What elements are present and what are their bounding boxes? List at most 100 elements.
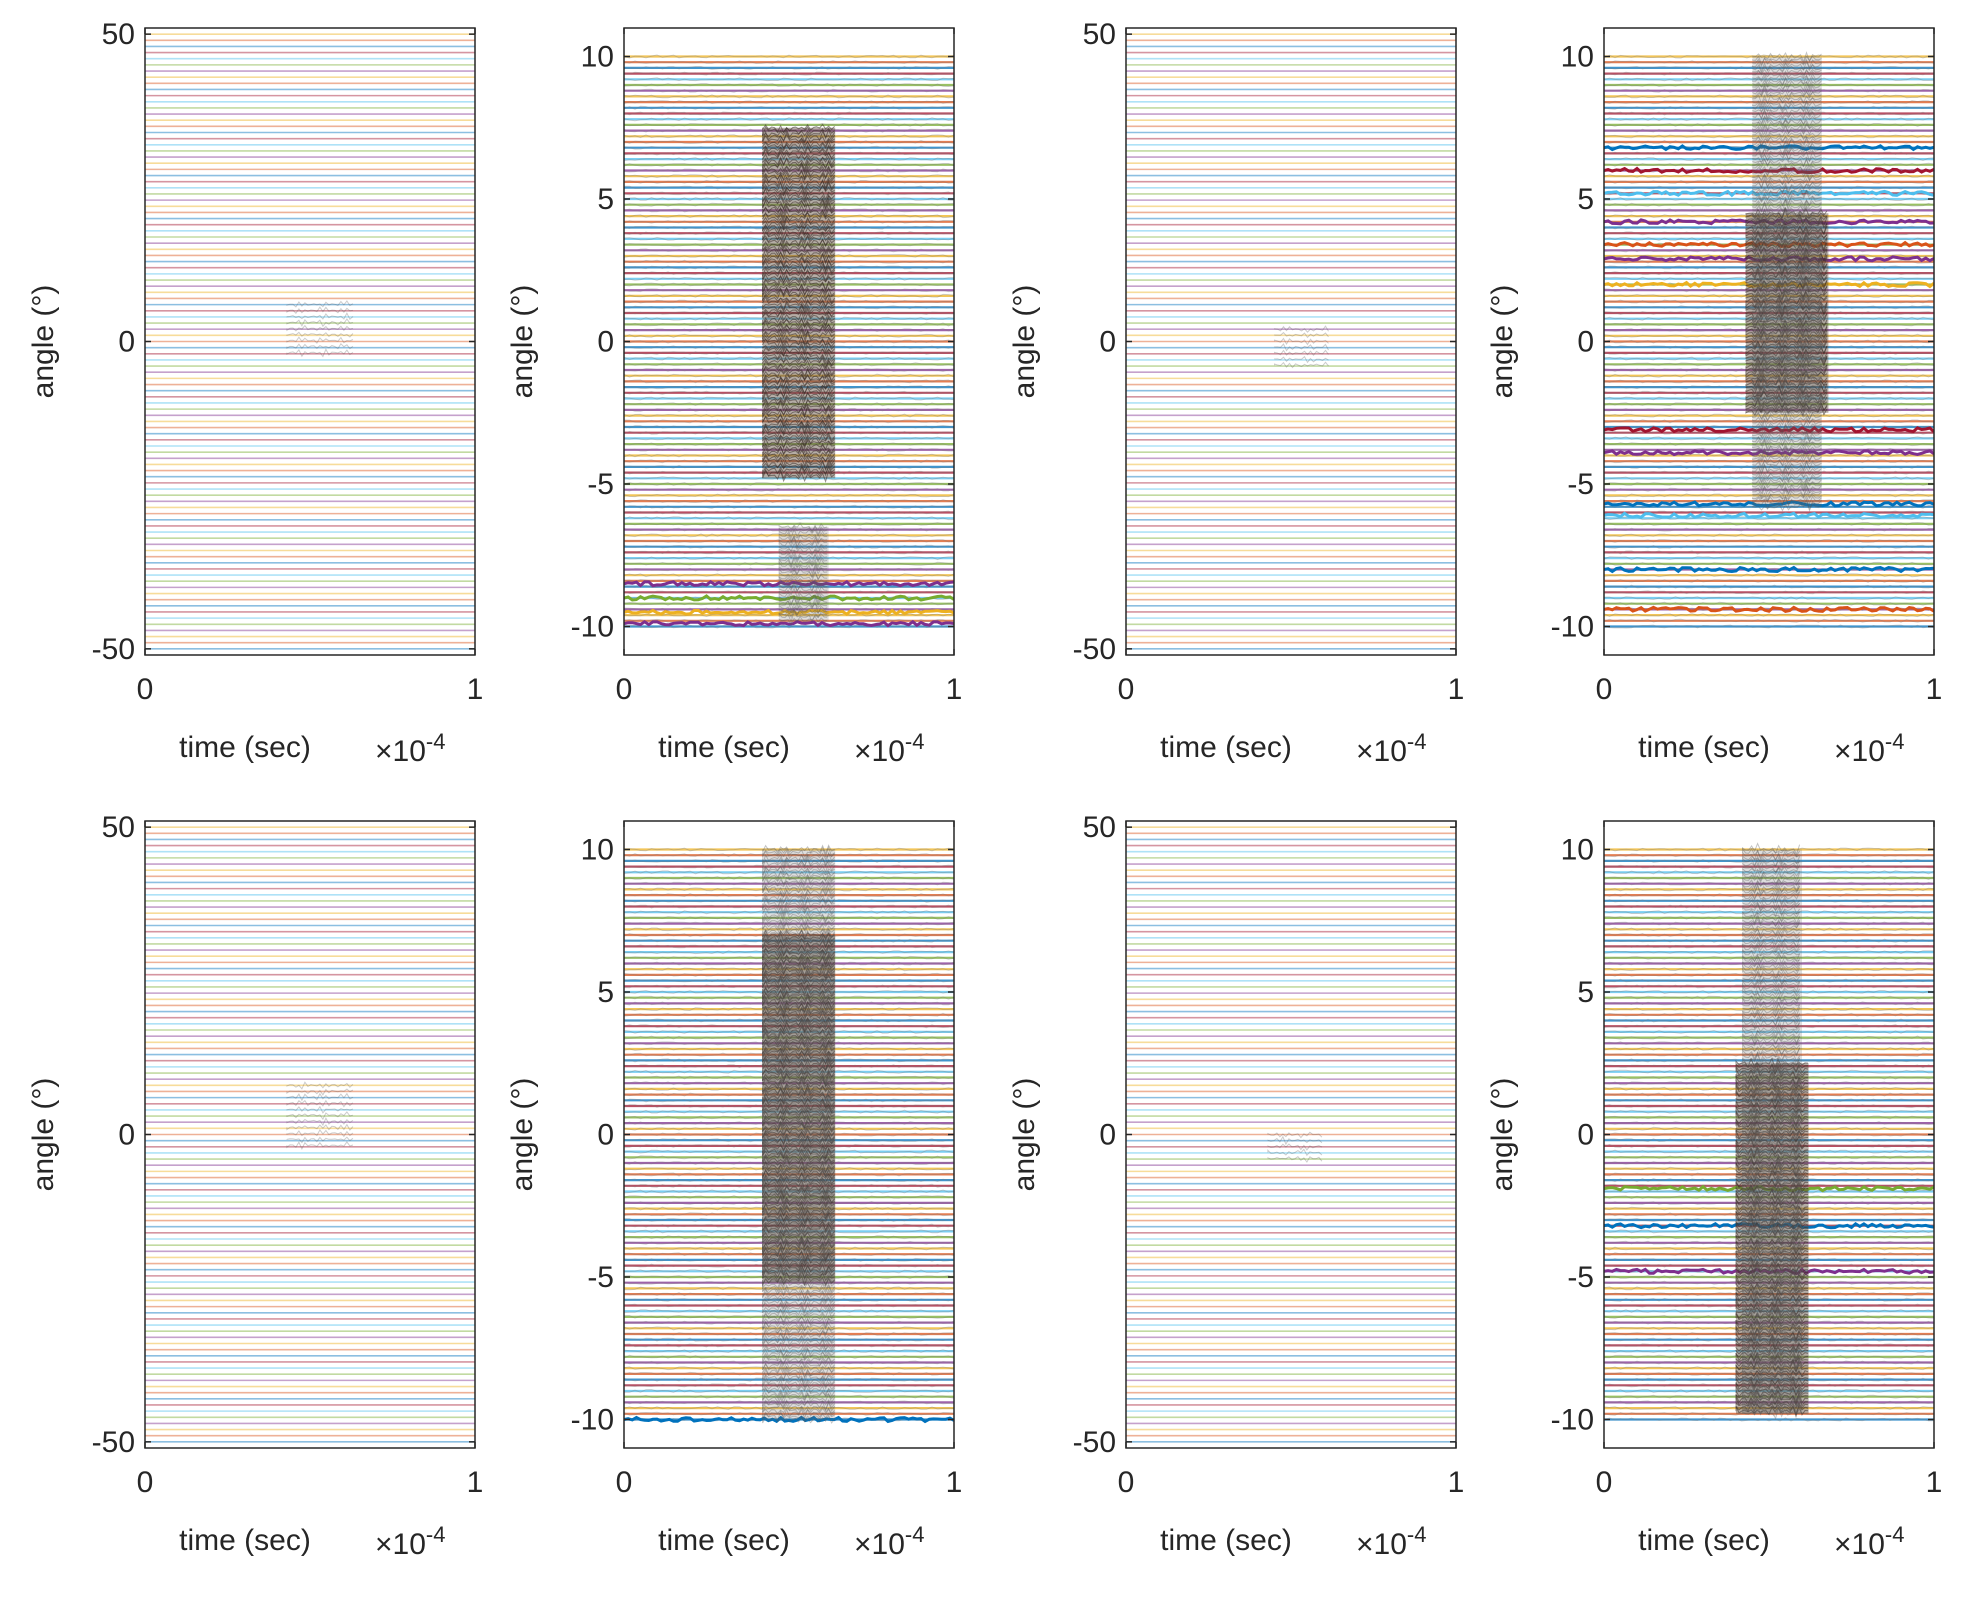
noise-trace [1604,413,1934,418]
highlight-trace [1604,511,1934,520]
noise-trace [1604,436,1934,441]
noise-trace [624,898,954,903]
burst-region [1752,51,1822,512]
noise-trace [624,88,954,93]
noise-trace [1604,578,1934,583]
noise-trace [624,1092,954,1097]
highlight-trace [1604,240,1934,249]
noise-trace [624,1001,954,1006]
noise-trace [624,351,954,355]
noise-trace [1604,214,1934,219]
noise-trace [624,1206,954,1211]
highlight-trace [624,594,954,602]
x-axis-label: time (sec) [1638,731,1770,764]
noise-trace [1604,1337,1934,1342]
noise-trace [1604,1121,1934,1126]
noise-trace [1604,1326,1934,1331]
y-tick-label: 5 [1577,183,1594,216]
x-exponent-label: ×10-4 [1834,729,1904,768]
noise-trace [624,1394,954,1399]
noise-trace [624,590,954,595]
noise-trace [624,1314,954,1319]
noise-trace [1604,904,1934,909]
noise-trace [624,578,954,583]
noise-trace [1604,538,1934,543]
noise-trace [1604,1143,1934,1148]
noise-trace [624,1303,954,1308]
y-tick-label: -5 [587,468,614,501]
noise-trace [1604,1189,1934,1194]
noise-trace [1604,493,1934,498]
noise-trace [624,887,954,892]
noise-trace [1604,561,1934,566]
noise-trace [1604,533,1934,538]
plot-area [1126,821,1456,1448]
noise-trace [1604,117,1934,122]
x-tick-label: 1 [1926,673,1943,706]
noise-trace [1604,151,1934,156]
x-tick-label: 1 [1926,1466,1943,1499]
noise-trace [1604,1400,1934,1405]
panel-row1-col2: -10 -5 0 5 10 0 1 time (sec) ×10-4 angle (°) [506,27,962,768]
y-tick-label: 0 [118,326,135,359]
noise-trace [1604,1263,1934,1268]
highlight-trace [624,608,954,616]
y-tick-label: -50 [1073,633,1116,666]
noise-trace [1604,887,1934,892]
noise-trace [624,527,954,532]
noise-trace [624,140,954,145]
noise-trace [1604,1007,1934,1012]
noise-trace [1604,185,1934,190]
noise-trace [1604,350,1934,355]
noise-trace [624,236,954,241]
noise-trace [1604,60,1934,65]
noise-trace [1604,1126,1934,1131]
noise-trace [1604,516,1934,521]
noise-trace [1604,1160,1934,1166]
noise-trace [624,961,954,966]
y-axis-label: angle (°) [506,285,539,399]
highlight-trace [1604,605,1934,613]
noise-trace [1604,893,1934,898]
noise-trace [624,1263,954,1268]
x-tick-label: 1 [467,673,484,706]
highlight-trace [624,619,954,628]
noise-trace [1604,1109,1934,1114]
noise-trace [1604,927,1934,932]
noise-trace [1604,990,1934,995]
noise-trace [1604,1172,1934,1177]
noise-trace [624,984,954,989]
y-tick-label: 50 [102,811,135,844]
noise-trace [624,470,954,475]
noise-trace [1604,1064,1934,1069]
noise-trace [624,1326,954,1331]
noise-trace [1604,442,1934,447]
noise-trace [1604,1303,1934,1308]
x-exponent-label: ×10-4 [1834,1522,1904,1561]
noise-trace [624,1411,954,1416]
noise-trace [624,117,954,122]
burst-region [762,929,836,1287]
noise-trace [1604,362,1934,367]
noise-trace [624,322,954,327]
x-axis-label: time (sec) [658,731,790,764]
noise-trace [624,864,954,869]
noise-trace [1604,573,1934,578]
noise-trace [1604,333,1934,338]
y-axis-label: angle (°) [1008,285,1041,399]
noise-trace [624,1138,954,1143]
traces [145,826,475,1443]
noise-trace [1604,1012,1934,1017]
x-tick-label: 0 [137,673,154,706]
noise-trace [1604,174,1934,179]
y-axis-label: angle (°) [506,1078,539,1192]
x-axis-label: time (sec) [1160,1524,1292,1557]
noise-trace [1604,379,1934,384]
noise-trace [624,510,954,515]
noise-trace [1604,88,1934,93]
noise-trace [1604,932,1934,937]
noise-trace [1604,288,1934,293]
noise-trace [1604,419,1934,424]
y-tick-label: 10 [581,834,614,867]
burst-region [1274,325,1329,369]
